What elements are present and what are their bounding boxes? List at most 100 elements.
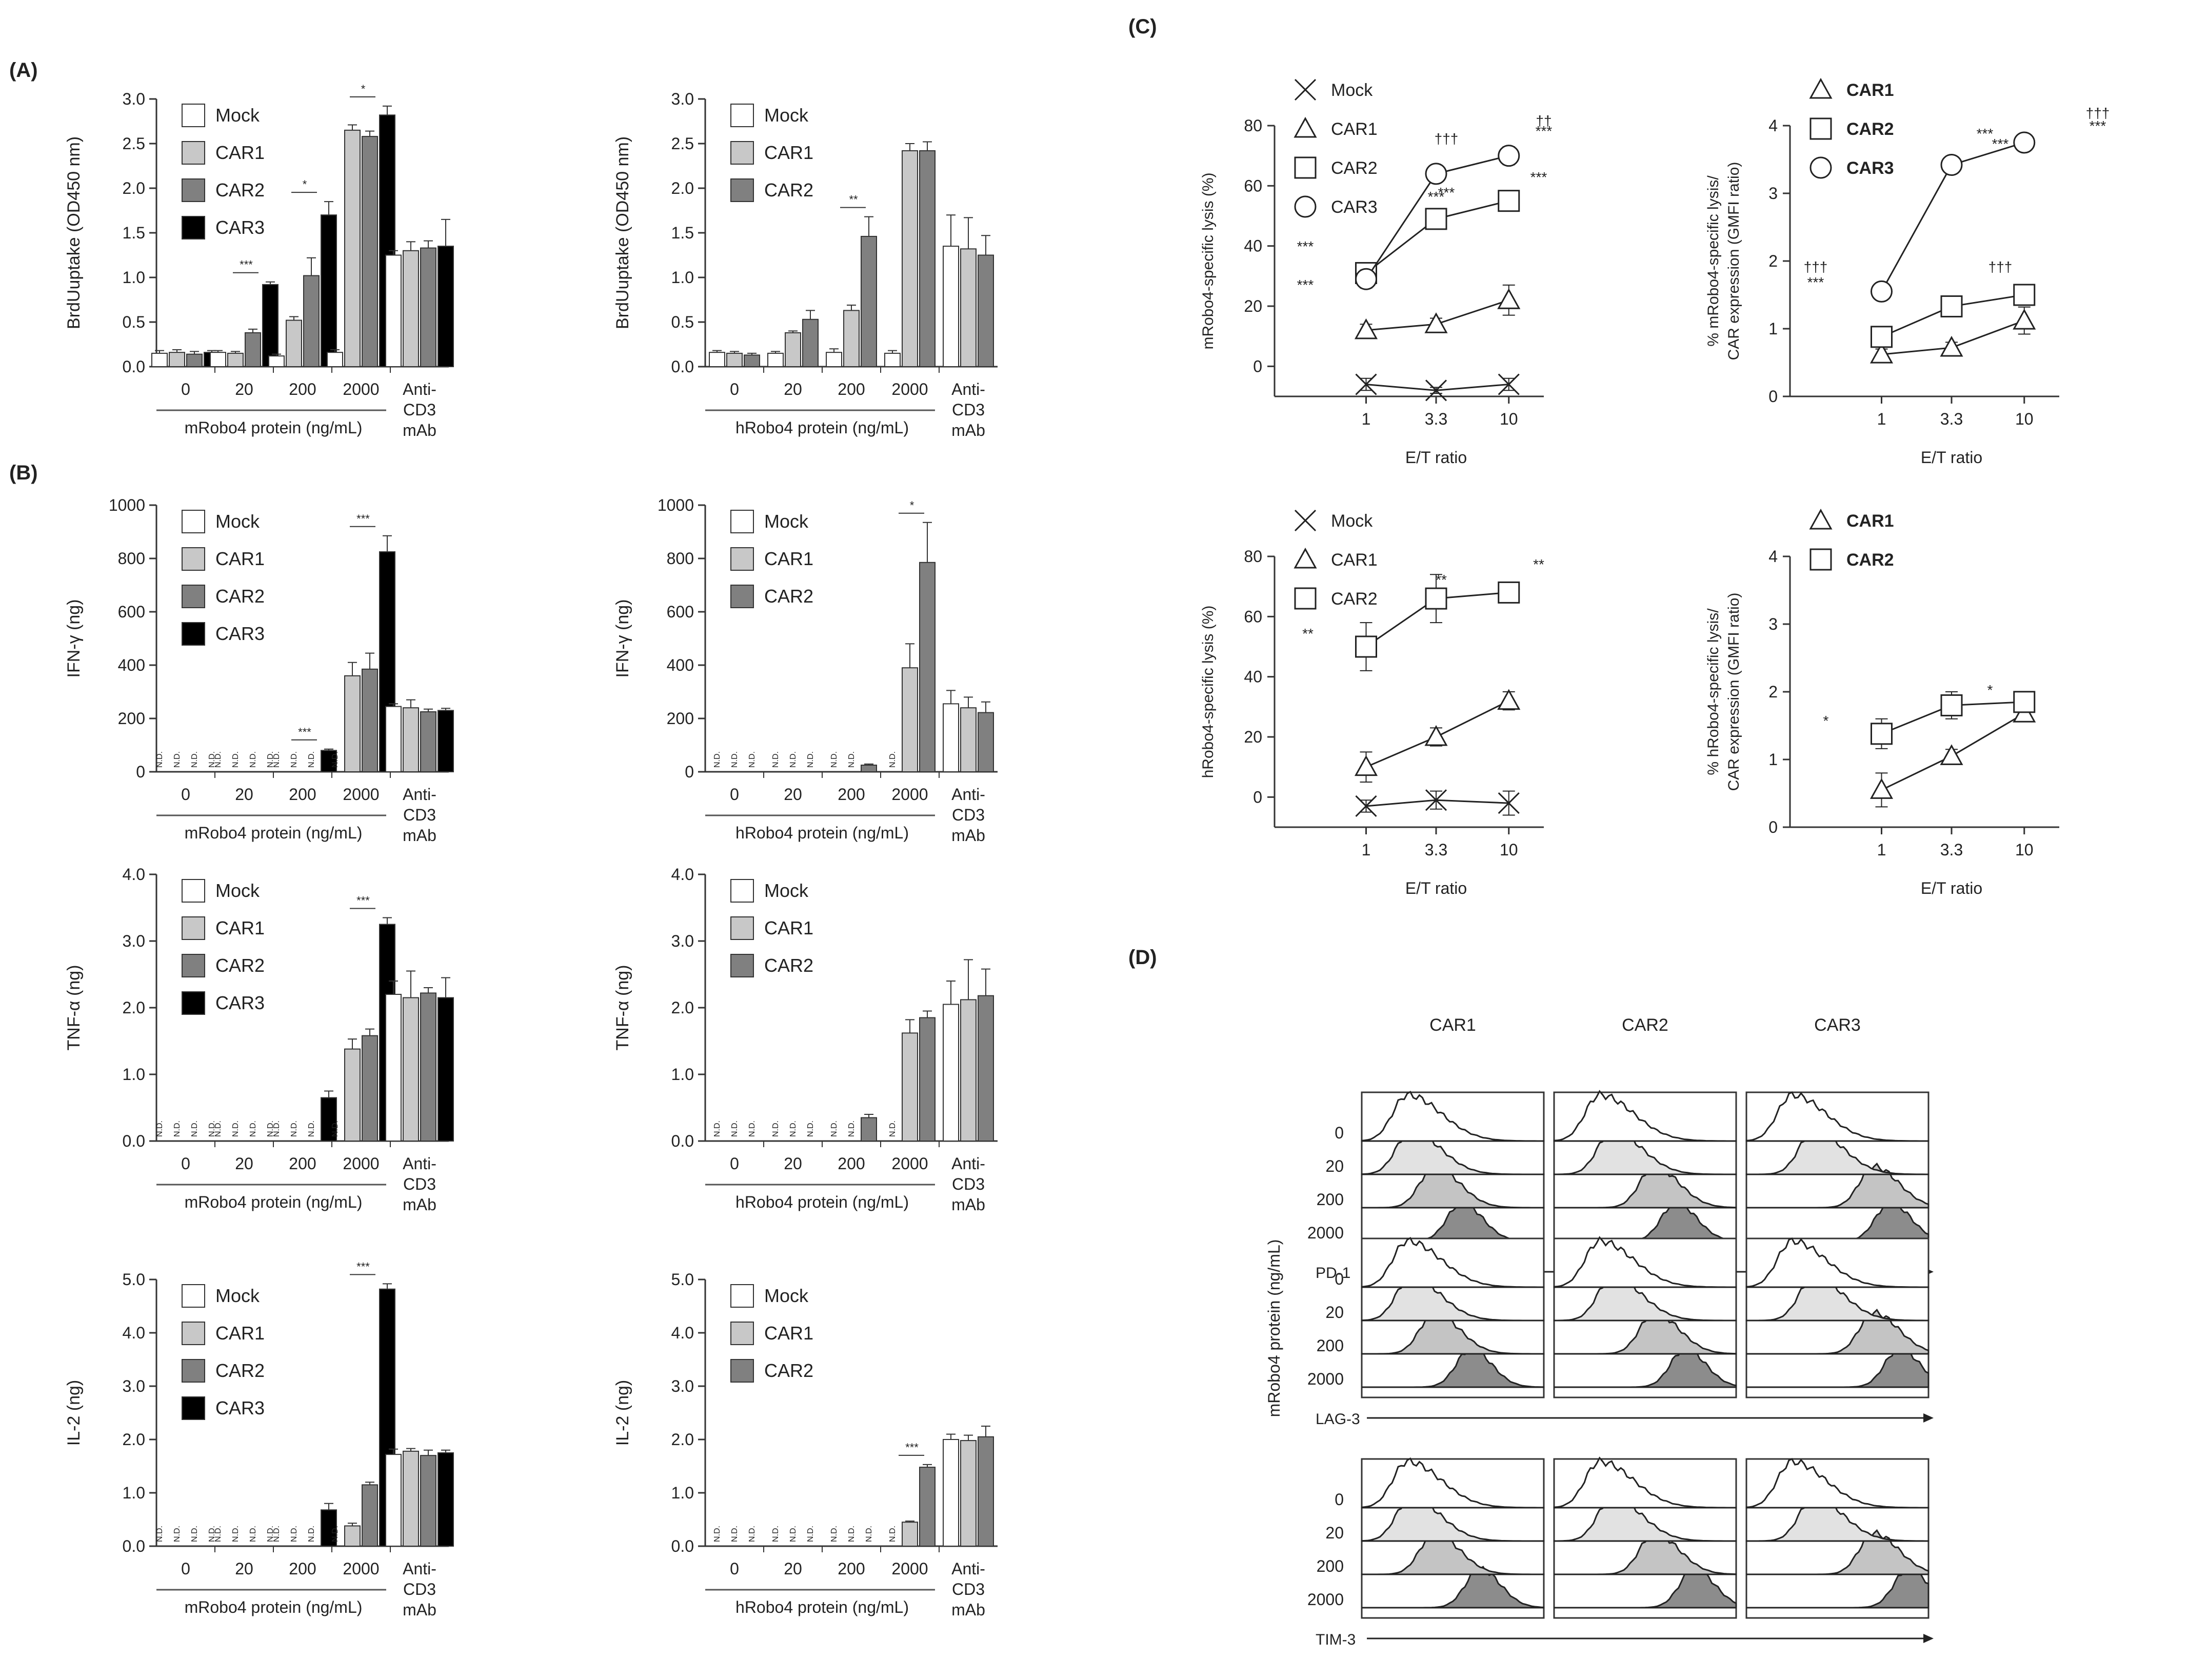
bar-car3: [437, 997, 454, 1142]
bar-car1: [403, 1450, 419, 1547]
x-tick-label: 200: [838, 785, 865, 804]
nd-label: N.D.: [830, 1526, 839, 1542]
histogram-curve: [1362, 1531, 1544, 1575]
histogram-curve: [1746, 1494, 1930, 1542]
y-axis-label: IL-2 (ng): [613, 1380, 632, 1446]
x-tick-label: 10: [2015, 410, 2034, 428]
sig-annotation: **: [1533, 556, 1544, 572]
marker-car3: [1355, 268, 1377, 290]
bar-car2: [978, 995, 994, 1142]
legend-swatch-car2: [730, 1359, 754, 1383]
x-tick-label: 2000: [891, 380, 928, 398]
y-tick-label: 2.0: [671, 998, 694, 1017]
sig-annotation: ***: [1536, 123, 1553, 139]
bar-mock: [943, 703, 959, 773]
legend-label: CAR2: [1846, 550, 1894, 570]
bar-mock: [385, 1454, 402, 1547]
legend-label: CAR3: [215, 1397, 265, 1418]
panel-label-d: (D): [1128, 946, 1157, 969]
x-tick-label: 10: [1500, 841, 1518, 859]
nd-label: N.D.: [307, 1526, 316, 1542]
y-tick-label: 0.0: [671, 357, 694, 376]
bar-car1: [344, 129, 361, 367]
y-tick-label: 600: [118, 603, 145, 621]
nd-label: N.D.: [307, 751, 316, 768]
legend-swatch-car3: [182, 216, 205, 239]
legend-label: Mock: [764, 1285, 809, 1306]
nd-label: N.D.: [290, 1526, 299, 1542]
y-tick-label: 200: [118, 709, 145, 728]
nd-label: N.D.: [266, 751, 275, 768]
y-tick-label: 0: [1768, 387, 1778, 406]
bar-car2: [245, 332, 261, 368]
bar-chart-B3_h: 0.0 1.0 2.0 3.0 4.0 5.0 IL-2 (ng) N.D. N.D. N.D. 0…: [613, 1270, 998, 1619]
sig-label: ***: [356, 1260, 370, 1273]
y-tick-label: 2.0: [123, 998, 145, 1017]
y-axis-label: IFN-γ (ng): [613, 599, 632, 678]
y-tick-label: 2.5: [671, 134, 694, 153]
nd-label: N.D.: [190, 1121, 199, 1137]
legend-label: CAR2: [764, 955, 813, 976]
marker-mock: [1355, 795, 1377, 817]
bar-car2: [861, 235, 877, 367]
marker-mock: [1498, 792, 1520, 814]
marker-car1: [2013, 309, 2036, 330]
y-axis-label: BrdUuptake (OD450 nm): [64, 136, 84, 329]
sig-annotation: **: [1302, 626, 1314, 642]
sig-annotation: †††: [1435, 131, 1459, 147]
marker-label: PD-1: [1316, 1265, 1350, 1282]
bar-car2: [420, 711, 436, 772]
sig-label: *: [910, 499, 914, 512]
x-tick-label: Anti-: [951, 1559, 985, 1578]
x-tick-label: 200: [289, 1559, 316, 1578]
bar-car1: [726, 352, 743, 368]
y-tick-label: 0.5: [671, 313, 694, 331]
x-tick-label: mAb: [951, 1195, 985, 1214]
histogram-y-label: mRobo4 protein (ng/mL): [1265, 1239, 1283, 1417]
x-tick-label: 3.3: [1940, 410, 1963, 428]
y-tick-label: 400: [667, 656, 694, 674]
level-label: 2000: [1307, 1370, 1344, 1388]
marker-car2: [1871, 723, 1893, 745]
bar-car2: [919, 1467, 936, 1547]
x-axis-label: mRobo4 protein (ng/mL): [185, 418, 363, 437]
legend-marker-mock: [1294, 78, 1317, 101]
legend-label: Mock: [764, 511, 809, 532]
level-label: 0: [1335, 1124, 1344, 1142]
nd-label: N.D.: [272, 1526, 281, 1542]
marker-car3: [1871, 280, 1893, 303]
legend-marker-car3: [1809, 156, 1832, 179]
marker-car2: [2013, 284, 2036, 306]
y-tick-label: 3.0: [671, 932, 694, 950]
bar-mock: [943, 1439, 959, 1547]
bar-car2: [362, 136, 378, 367]
y-tick-label: 1000: [658, 496, 694, 514]
x-tick-label: 20: [235, 785, 253, 804]
x-tick-label: 2000: [343, 1154, 379, 1173]
y-tick-label: 80: [1244, 116, 1262, 135]
sig-annotation: ††: [1536, 113, 1552, 129]
nd-label: N.D.: [290, 1121, 299, 1137]
x-tick-label: CD3: [952, 401, 985, 419]
bar-mock: [151, 352, 168, 368]
x-tick-label: 20: [235, 1559, 253, 1578]
y-tick-label: 80: [1244, 547, 1262, 566]
legend-swatch-car3: [182, 622, 205, 646]
x-tick-label: 3.3: [1940, 841, 1963, 859]
sig-annotation: †††: [1988, 259, 2013, 275]
x-axis-label: mRobo4 protein (ng/mL): [185, 1193, 363, 1211]
legend-label: CAR1: [1846, 511, 1894, 531]
y-tick-label: 0.0: [671, 1132, 694, 1150]
x-tick-label: mAb: [951, 1601, 985, 1619]
line-chart-C4: 0 1 2 3 4 1 3.3 10 E/T ratio % hRobo4-specific ly…: [1705, 508, 2059, 897]
legend-label: CAR3: [215, 623, 265, 644]
nd-label: N.D.: [208, 1121, 216, 1137]
bar-car2: [861, 1117, 877, 1142]
line-chart-C3: 0 20 40 60 80 1 3.3 10 E/T ratio hRobo4-specific …: [1200, 509, 1544, 897]
level-label: 20: [1325, 1303, 1344, 1322]
legend-label: CAR1: [215, 1323, 265, 1344]
bar-car2: [420, 992, 436, 1142]
x-tick-label: CD3: [952, 1175, 985, 1193]
marker-car2: [1940, 694, 1963, 716]
